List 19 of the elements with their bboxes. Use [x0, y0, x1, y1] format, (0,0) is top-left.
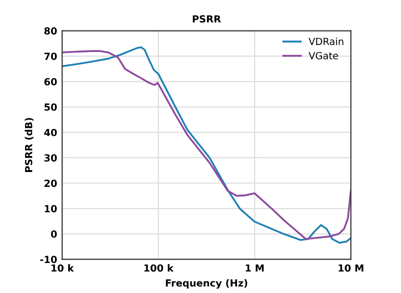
- y-tick-label: 70: [44, 52, 57, 60]
- y-tick-label: -10: [40, 256, 57, 264]
- y-tick-label: 30: [44, 154, 57, 162]
- y-tick-label: 40: [44, 128, 57, 136]
- chart-title: PSRR: [192, 15, 221, 23]
- y-tick-label: 50: [44, 103, 57, 111]
- x-tick-label: 10 k: [52, 264, 74, 272]
- legend-label: VDRain: [308, 38, 344, 46]
- x-tick-label: 1 M: [246, 264, 264, 272]
- y-tick-label: 60: [44, 78, 57, 86]
- x-axis-title: Frequency (Hz): [166, 279, 248, 289]
- y-tick-label: 10: [44, 204, 57, 212]
- y-tick-label: 0: [50, 230, 57, 238]
- x-tick-label: 100 k: [144, 264, 174, 272]
- y-tick-label: 20: [44, 180, 57, 187]
- x-tick-label: 10 M: [338, 264, 364, 272]
- legend-label: VGate: [308, 52, 338, 60]
- y-axis-title: PSRR (dB): [24, 118, 34, 172]
- y-tick-label: 80: [44, 27, 57, 35]
